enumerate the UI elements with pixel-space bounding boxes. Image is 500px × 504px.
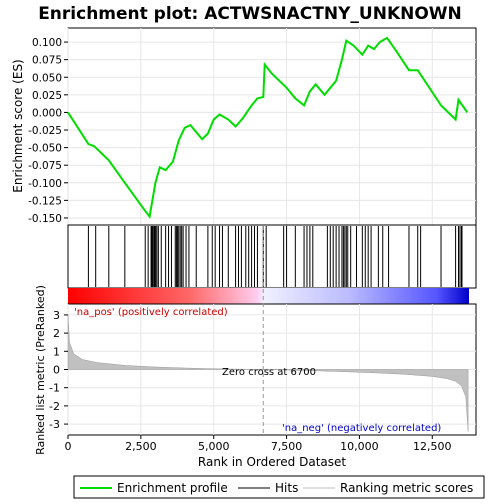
- enrichment-y-tick-label: 0.100: [32, 37, 62, 49]
- x-axis-tick-label: 7,500: [271, 440, 303, 453]
- ranked-metric-y-axis-label: Ranked list metric (PreRanked): [34, 285, 47, 455]
- x-axis-tick-label: 5,000: [198, 440, 230, 453]
- ranked-metric-y-tick-label: -2: [49, 400, 60, 413]
- enrichment-y-tick-label: 0.025: [32, 90, 62, 102]
- chart-title: Enrichment plot: ACTWSNACTNY_UNKNOWN: [38, 4, 462, 24]
- enrichment-y-tick-label: 0.050: [32, 72, 62, 84]
- enrichment-y-tick-label: -0.075: [28, 160, 62, 172]
- enrichment-y-tick-label: -0.125: [28, 195, 62, 207]
- hits-plot-area: [68, 225, 476, 288]
- ranked-metric-y-ticks: 3 2 1 0 -1 -2 -3: [49, 309, 68, 431]
- legend-hits-label: Hits: [275, 481, 298, 495]
- enrichment-y-tick-label: -0.150: [28, 213, 62, 225]
- negative-correlation-label: 'na_neg' (negatively correlated): [282, 423, 441, 434]
- hits-panel: [68, 225, 476, 288]
- enrichment-y-tick-label: -0.100: [28, 178, 62, 190]
- enrichment-y-tick-label: 0.000: [32, 107, 62, 119]
- ranked-metric-y-tick-label: 1: [53, 345, 60, 358]
- ranked-metric-y-tick-label: 0: [53, 364, 60, 377]
- ranked-metric-y-tick-label: -1: [49, 382, 60, 395]
- ranked-metric-y-tick-label: 2: [53, 327, 60, 340]
- legend-enrichment-label: Enrichment profile: [117, 481, 228, 495]
- legend-metric-label: Ranking metric scores: [340, 481, 473, 495]
- x-axis-tick-label: 10,000: [340, 440, 379, 453]
- enrichment-panel: 0.100 0.075 0.050 0.025 0.000 -0.025 -0.050 -0.…: [11, 28, 476, 225]
- x-axis-label: Rank in Ordered Dataset: [198, 455, 346, 469]
- positive-correlation-label: 'na_pos' (positively correlated): [74, 307, 228, 318]
- enrichment-y-axis-label: Enrichment score (ES): [11, 59, 25, 192]
- legend: Enrichment profile Hits Ranking metric s…: [74, 476, 484, 498]
- rank-color-bar: [68, 288, 469, 304]
- enrichment-y-tick-label: -0.050: [28, 143, 62, 155]
- enrichment-y-tick-label: -0.025: [28, 125, 62, 137]
- x-axis-tick-label: 12,500: [413, 440, 452, 453]
- ranked-metric-y-tick-label: -3: [49, 418, 60, 431]
- x-axis-tick-label: 0: [65, 440, 72, 453]
- enrichment-y-ticks: 0.100 0.075 0.050 0.025 0.000 -0.025 -0.050 -0.…: [28, 37, 68, 225]
- rank-color-gradient: [68, 288, 469, 304]
- enrichment-plot-area: [68, 28, 476, 225]
- zero-cross-label: Zero cross at 6700: [222, 367, 316, 378]
- ranked-metric-y-tick-label: 3: [53, 309, 60, 322]
- ranked-metric-x-ticks: 0 2,500 5,000 7,500 10,000 12,500: [65, 435, 452, 453]
- enrichment-y-tick-label: 0.075: [32, 55, 62, 67]
- x-axis-tick-label: 2,500: [125, 440, 157, 453]
